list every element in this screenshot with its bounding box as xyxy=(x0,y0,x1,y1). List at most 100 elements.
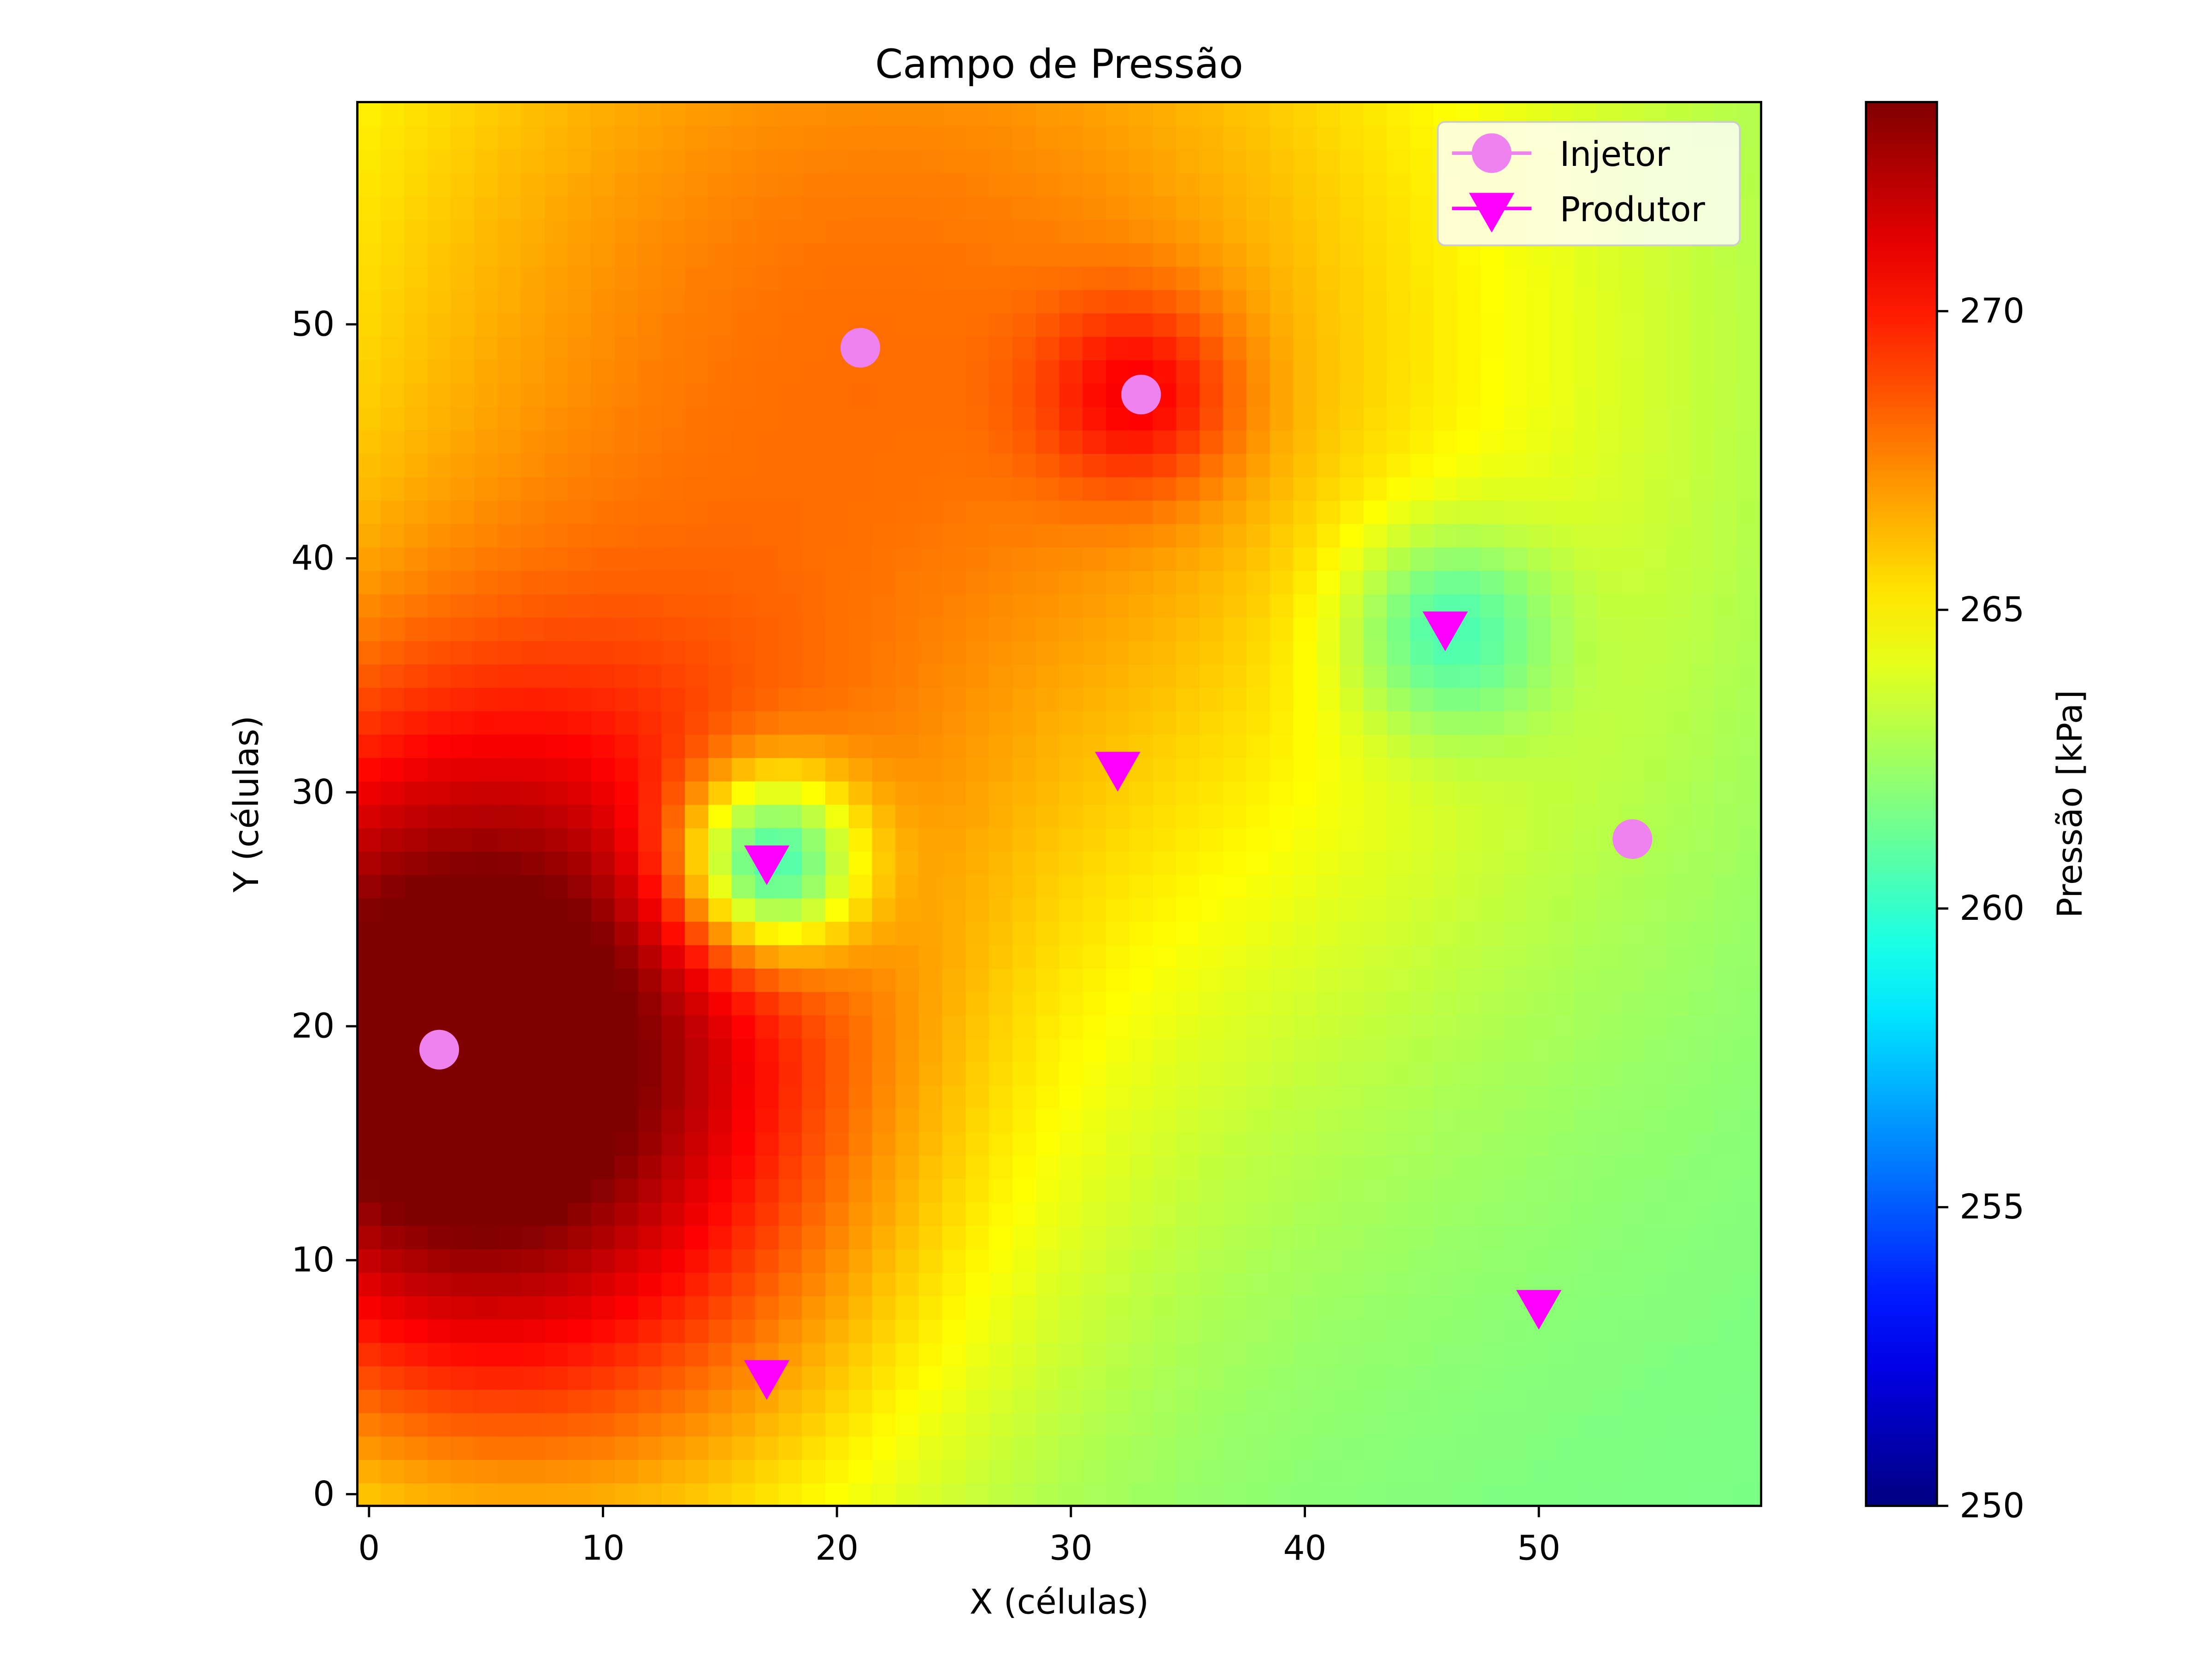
heatmap-cell xyxy=(895,336,920,360)
heatmap-cell xyxy=(1012,710,1037,735)
heatmap-cell xyxy=(1153,1014,1177,1039)
heatmap-cell xyxy=(802,968,826,992)
heatmap-cell xyxy=(778,476,803,501)
heatmap-cell xyxy=(1129,429,1154,454)
heatmap-cell xyxy=(614,1318,639,1343)
heatmap-cell xyxy=(1059,1038,1084,1062)
heatmap-cell xyxy=(755,476,780,501)
heatmap-cell xyxy=(825,827,850,852)
heatmap-cell xyxy=(1667,687,1692,712)
heatmap-cell xyxy=(778,640,803,665)
heatmap-cell xyxy=(755,687,780,712)
heatmap-cell xyxy=(1691,1342,1715,1366)
heatmap-cell xyxy=(1667,968,1692,992)
heatmap-cell xyxy=(1363,1131,1388,1156)
heatmap-cell xyxy=(1129,1131,1154,1156)
heatmap-cell xyxy=(1691,1155,1715,1179)
heatmap-cell xyxy=(1035,1155,1060,1179)
heatmap-cell xyxy=(474,1201,499,1226)
heatmap-cell xyxy=(1644,968,1669,992)
heatmap-cell xyxy=(1504,1248,1528,1273)
heatmap-cell xyxy=(1082,195,1107,220)
heatmap-cell xyxy=(381,710,405,735)
heatmap-cell xyxy=(1737,617,1762,641)
heatmap-cell xyxy=(778,1482,803,1507)
heatmap-cell xyxy=(1153,547,1177,571)
heatmap-cell xyxy=(708,874,733,899)
heatmap-cell xyxy=(521,1295,546,1320)
heatmap-cell xyxy=(848,734,873,758)
heatmap-cell xyxy=(942,359,967,384)
heatmap-cell xyxy=(1293,289,1318,314)
heatmap-cell xyxy=(825,1295,850,1320)
heatmap-cell xyxy=(1153,851,1177,875)
heatmap-cell xyxy=(451,851,476,875)
heatmap-cell xyxy=(1457,242,1482,267)
heatmap-cell xyxy=(1644,1435,1669,1460)
heatmap-cell xyxy=(1620,523,1645,547)
heatmap-cell xyxy=(872,757,896,782)
heatmap-cell xyxy=(825,897,850,922)
heatmap-cell xyxy=(989,1201,1013,1226)
heatmap-cell xyxy=(591,1178,616,1203)
heatmap-cell xyxy=(1363,1365,1388,1390)
producer-marker xyxy=(1516,1290,1562,1330)
heatmap-cell xyxy=(731,664,756,688)
heatmap-cell xyxy=(825,1038,850,1062)
heatmap-cell xyxy=(1293,570,1318,594)
heatmap-cell xyxy=(1340,172,1365,197)
heatmap-cell xyxy=(1737,780,1762,805)
heatmap-cell xyxy=(357,1225,382,1250)
heatmap-cell xyxy=(1293,640,1318,665)
heatmap-cell xyxy=(825,1155,850,1179)
heatmap-cell xyxy=(778,1201,803,1226)
heatmap-cell xyxy=(825,125,850,150)
heatmap-cell xyxy=(708,406,733,431)
heatmap-cell xyxy=(474,851,499,875)
heatmap-cell xyxy=(1246,265,1271,290)
heatmap-cell xyxy=(1223,1108,1247,1133)
heatmap-cell xyxy=(1620,757,1645,782)
heatmap-cell xyxy=(1270,1342,1294,1366)
heatmap-cell xyxy=(848,570,873,594)
heatmap-cell xyxy=(661,1225,686,1250)
heatmap-cell xyxy=(1035,780,1060,805)
heatmap-cell xyxy=(1714,570,1739,594)
y-tick-label: 50 xyxy=(291,304,335,344)
heatmap-cell xyxy=(802,780,826,805)
heatmap-cell xyxy=(989,1435,1013,1460)
heatmap-cell xyxy=(1200,429,1224,454)
heatmap-cell xyxy=(1035,289,1060,314)
heatmap-cell xyxy=(1223,640,1247,665)
heatmap-cell xyxy=(918,944,943,969)
heatmap-cell xyxy=(802,827,826,852)
heatmap-cell xyxy=(1012,1342,1037,1366)
heatmap-cell xyxy=(1035,172,1060,197)
heatmap-cell xyxy=(1527,780,1552,805)
heatmap-cell xyxy=(1059,1388,1084,1413)
heatmap-cell xyxy=(614,944,639,969)
heatmap-cell xyxy=(778,664,803,688)
heatmap-cell xyxy=(1504,1412,1528,1437)
heatmap-cell xyxy=(1387,219,1411,243)
heatmap-cell xyxy=(638,265,663,290)
heatmap-cell xyxy=(1153,1038,1177,1062)
heatmap-cell xyxy=(942,1248,967,1273)
heatmap-cell xyxy=(1340,265,1365,290)
heatmap-cell xyxy=(1457,289,1482,314)
heatmap-cell xyxy=(825,289,850,314)
heatmap-cell xyxy=(451,921,476,946)
heatmap-cell xyxy=(661,1318,686,1343)
heatmap-cell xyxy=(1200,1412,1224,1437)
heatmap-cell xyxy=(1620,593,1645,618)
heatmap-cell xyxy=(1223,734,1247,758)
heatmap-cell xyxy=(1059,757,1084,782)
heatmap-cell xyxy=(1737,242,1762,267)
heatmap-cell xyxy=(1550,734,1575,758)
heatmap-cell xyxy=(1035,242,1060,267)
heatmap-cell xyxy=(1082,897,1107,922)
heatmap-cell xyxy=(1012,453,1037,477)
heatmap-cell xyxy=(1012,1365,1037,1390)
heatmap-cell xyxy=(1035,1201,1060,1226)
heatmap-cell xyxy=(591,476,616,501)
